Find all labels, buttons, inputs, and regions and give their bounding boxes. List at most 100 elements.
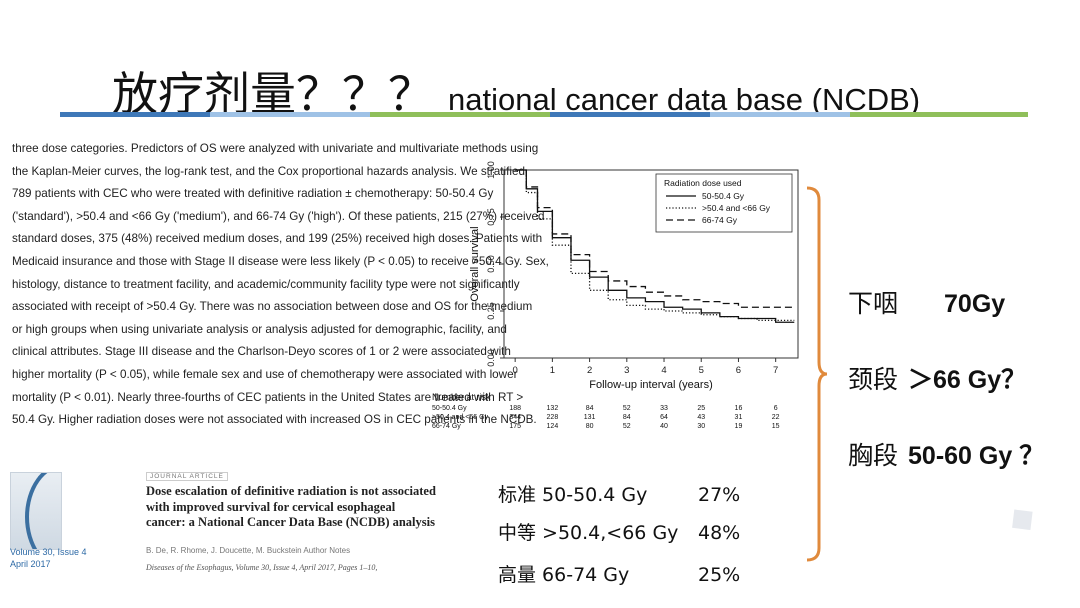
risk-value: 19 [735, 423, 743, 430]
y-tick-label: 0.00 [486, 349, 496, 367]
title-bar-seg [370, 112, 550, 117]
km-survival-chart: 0.00 0.25 0.50 0.75 1.00 0 1 2 3 4 5 6 7 Overall surv… [432, 161, 799, 430]
x-tick-label: 6 [736, 365, 741, 376]
title-bar-seg [850, 112, 1028, 117]
risk-row-label: 50-50.4 Gy [432, 405, 467, 412]
risk-value: 344 [509, 414, 521, 421]
dose-group-row: 高量 66-74 Gy 25% [498, 560, 740, 587]
dose-group-pct: 27% [698, 484, 741, 506]
risk-value: 84 [586, 405, 594, 412]
risk-value: 40 [660, 423, 668, 430]
legend-box [655, 173, 793, 233]
risk-value: 132 [547, 405, 559, 412]
legend-label: 50-50.4 Gy [702, 191, 745, 201]
note-label: 颈段 [848, 365, 899, 394]
dose-group-label: 中等 >50.4,<66 Gy [498, 522, 679, 544]
note-value: 70Gy [944, 290, 1006, 318]
risk-value: 43 [697, 414, 705, 421]
y-axis-label: Overall survival [469, 226, 481, 301]
risk-table-title: Number at risk [432, 392, 491, 402]
x-tick-label: 1 [550, 365, 555, 376]
abstract-line: mortality (P < 0.01). Nearly three-fourt… [12, 390, 524, 404]
article-source: Diseases of the Esophagus, Volume 30, Is… [146, 563, 378, 572]
abstract-text: three dose categories. Predictors of OS … [12, 138, 549, 432]
risk-value: 131 [584, 414, 596, 421]
risk-value: 124 [547, 423, 559, 430]
dose-group-pct: 25% [698, 564, 741, 586]
x-tick-label: 2 [587, 365, 592, 376]
risk-value: 33 [660, 405, 668, 412]
risk-value: 16 [735, 405, 743, 412]
note-label: 下咽 [848, 289, 899, 318]
risk-row-label: >50.4 and <66 Gy [432, 414, 489, 421]
risk-value: 175 [509, 423, 521, 430]
title-underline-bar [60, 112, 1028, 117]
risk-value: 6 [774, 405, 778, 412]
dose-group-pct: 48% [698, 522, 741, 544]
abstract-line: higher mortality (P < 0.05), while femal… [12, 367, 518, 381]
series-line-2 [515, 169, 795, 308]
legend-label: 66-74 Gy [702, 215, 738, 225]
risk-value: 188 [509, 405, 521, 412]
y-tick-label: 0.25 [486, 302, 496, 320]
article-type-tag: JOURNAL ARTICLE [146, 472, 228, 481]
risk-value: 22 [772, 414, 780, 421]
risk-row-label: 66-74 Gy [432, 423, 461, 430]
slide-title-en: national cancer data base (NCDB) [448, 82, 921, 117]
note-hypopharynx: 下咽 70Gy [848, 284, 1005, 320]
abstract-line: histology, distance to treatment facilit… [12, 277, 520, 291]
title-bar-seg [60, 112, 210, 117]
risk-value: 80 [586, 423, 594, 430]
journal-cover-caption: Volume 30, Issue 4 April 2017 [10, 546, 87, 570]
abstract-line: 50.4 Gy. Higher radiation doses were not… [12, 413, 537, 427]
abstract-line: three dose categories. Predictors of OS … [12, 142, 539, 155]
risk-value: 52 [623, 405, 631, 412]
dose-group-row: 标准 50-50.4 Gy 27% [498, 480, 740, 507]
note-value: ＞66 Gy？ [908, 366, 1027, 394]
cover-volume: Volume 30, Issue 4 [10, 547, 87, 557]
dose-group-label: 高量 66-74 Gy [498, 564, 630, 586]
risk-value: 30 [697, 423, 705, 430]
dose-group-label: 标准 50-50.4 Gy [498, 484, 648, 506]
article-authors: B. De, R. Rhome, J. Doucette, M. Buckste… [146, 546, 351, 555]
title-bar-seg [210, 112, 370, 117]
x-tick-label: 3 [624, 365, 629, 376]
y-tick-label: 1.00 [486, 161, 496, 179]
risk-value: 25 [697, 405, 705, 412]
cover-date: April 2017 [10, 559, 51, 569]
abstract-line: Medicaid insurance and those with Stage … [12, 254, 549, 268]
abstract-line: ('standard'), >50.4 and <66 Gy ('medium'… [12, 209, 545, 223]
x-axis-label: Follow-up interval (years) [589, 379, 712, 391]
risk-value: 52 [623, 423, 631, 430]
note-cervical: 颈段 ＞66 Gy？ [848, 360, 1026, 396]
brace-icon [806, 186, 827, 562]
note-label: 胸段 [848, 441, 899, 470]
title-bar-seg [710, 112, 850, 117]
watermark-icon: ◆ [998, 494, 1044, 542]
note-thoracic: 胸段 50-60 Gy ？ [848, 436, 1044, 472]
dose-group-row: 中等 >50.4,<66 Gy 48% [498, 518, 740, 545]
article-title: Dose escalation of definitive radiation … [146, 484, 436, 529]
x-tick-label: 5 [699, 365, 704, 376]
risk-value: 31 [735, 414, 743, 421]
abstract-line: 789 patients with CEC who were treated w… [12, 187, 494, 201]
abstract-line: standard doses, 375 (48%) received mediu… [12, 232, 543, 246]
x-tick-label: 7 [773, 365, 778, 376]
abstract-line: associated with receipt of >50.4 Gy. The… [12, 300, 533, 314]
x-tick-label: 0 [513, 365, 518, 376]
series-line-1 [515, 169, 795, 322]
abstract-line: clinical attributes. Stage III disease a… [12, 345, 511, 359]
journal-cover-image [10, 472, 62, 550]
x-tick-label: 4 [661, 365, 666, 376]
risk-value: 228 [547, 414, 559, 421]
note-value: 50-60 Gy ？ [908, 442, 1045, 470]
risk-value: 15 [772, 423, 780, 430]
y-tick-label: 0.75 [486, 208, 496, 226]
abstract-line: or high groups when using univariate ana… [12, 322, 507, 336]
abstract-line: the Kaplan-Meier curves, the log-rank te… [12, 164, 525, 178]
legend-title: Radiation dose used [664, 178, 742, 188]
legend-label: >50.4 and <66 Gy [702, 203, 771, 213]
title-bar-seg [550, 112, 710, 117]
risk-value: 84 [623, 414, 631, 421]
risk-value: 64 [660, 414, 668, 421]
